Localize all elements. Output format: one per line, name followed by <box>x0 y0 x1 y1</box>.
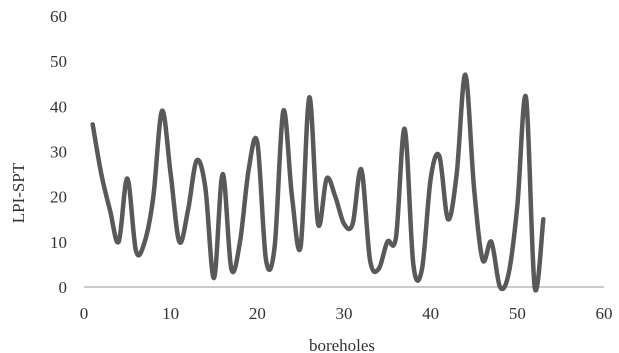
data-point <box>368 258 372 262</box>
y-tick-labels: 0 10 20 30 40 50 60 <box>50 7 67 297</box>
data-point <box>446 217 450 221</box>
data-point <box>221 172 225 176</box>
data-point <box>212 276 216 280</box>
x-tick-label: 30 <box>336 304 353 323</box>
data-point <box>394 235 398 239</box>
data-point <box>411 262 415 266</box>
data-point <box>169 172 173 176</box>
data-point <box>91 122 95 126</box>
data-point <box>342 222 346 226</box>
data-point <box>125 177 129 181</box>
y-axis-title: LPI-SPT <box>9 162 28 223</box>
data-point <box>117 240 121 244</box>
x-tick-label: 20 <box>249 304 266 323</box>
data-point <box>247 168 251 172</box>
data-point <box>507 271 511 275</box>
data-point <box>238 240 242 244</box>
data-point <box>177 240 181 244</box>
data-point <box>99 172 103 176</box>
data-point <box>134 249 138 253</box>
data-point <box>273 244 277 248</box>
data-point <box>437 154 441 158</box>
data-point <box>489 240 493 244</box>
data-point <box>203 186 207 190</box>
data-point <box>498 285 502 289</box>
data-point <box>299 244 303 248</box>
data-point <box>151 195 155 199</box>
data-point <box>160 109 164 113</box>
data-point <box>108 208 112 212</box>
y-tick-label: 60 <box>50 7 67 26</box>
data-point <box>290 195 294 199</box>
data-point <box>307 95 311 99</box>
y-tick-label: 10 <box>50 233 67 252</box>
data-point <box>359 168 363 172</box>
series-layer <box>90 72 546 293</box>
data-point <box>420 267 424 271</box>
data-point <box>186 208 190 212</box>
y-tick-label: 30 <box>50 143 67 162</box>
data-point <box>351 222 355 226</box>
x-tick-label: 40 <box>422 304 439 323</box>
data-point <box>472 186 476 190</box>
data-point <box>533 285 537 289</box>
data-point <box>541 217 545 221</box>
data-point <box>143 240 147 244</box>
data-point <box>481 258 485 262</box>
data-point <box>316 222 320 226</box>
data-point <box>333 195 337 199</box>
data-point <box>385 240 389 244</box>
y-tick-label: 0 <box>59 278 68 297</box>
data-point <box>229 267 233 271</box>
data-point <box>429 177 433 181</box>
x-tick-labels: 0 10 20 30 40 50 60 <box>80 304 613 323</box>
x-tick-label: 60 <box>596 304 613 323</box>
x-tick-label: 50 <box>509 304 526 323</box>
y-tick-label: 40 <box>50 97 67 116</box>
data-point <box>255 140 259 144</box>
x-axis-title: boreholes <box>309 336 375 353</box>
data-point <box>325 177 329 181</box>
data-point <box>281 109 285 113</box>
x-tick-label: 10 <box>162 304 179 323</box>
data-point <box>524 95 528 99</box>
y-tick-label: 50 <box>50 52 67 71</box>
x-tick-label: 0 <box>80 304 89 323</box>
data-point <box>515 204 519 208</box>
data-point <box>377 267 381 271</box>
data-point <box>403 127 407 131</box>
data-point <box>195 159 199 163</box>
data-point <box>264 258 268 262</box>
data-point <box>455 172 459 176</box>
data-point <box>463 73 467 77</box>
series-line-0 <box>90 72 546 293</box>
y-tick-label: 20 <box>50 188 67 207</box>
